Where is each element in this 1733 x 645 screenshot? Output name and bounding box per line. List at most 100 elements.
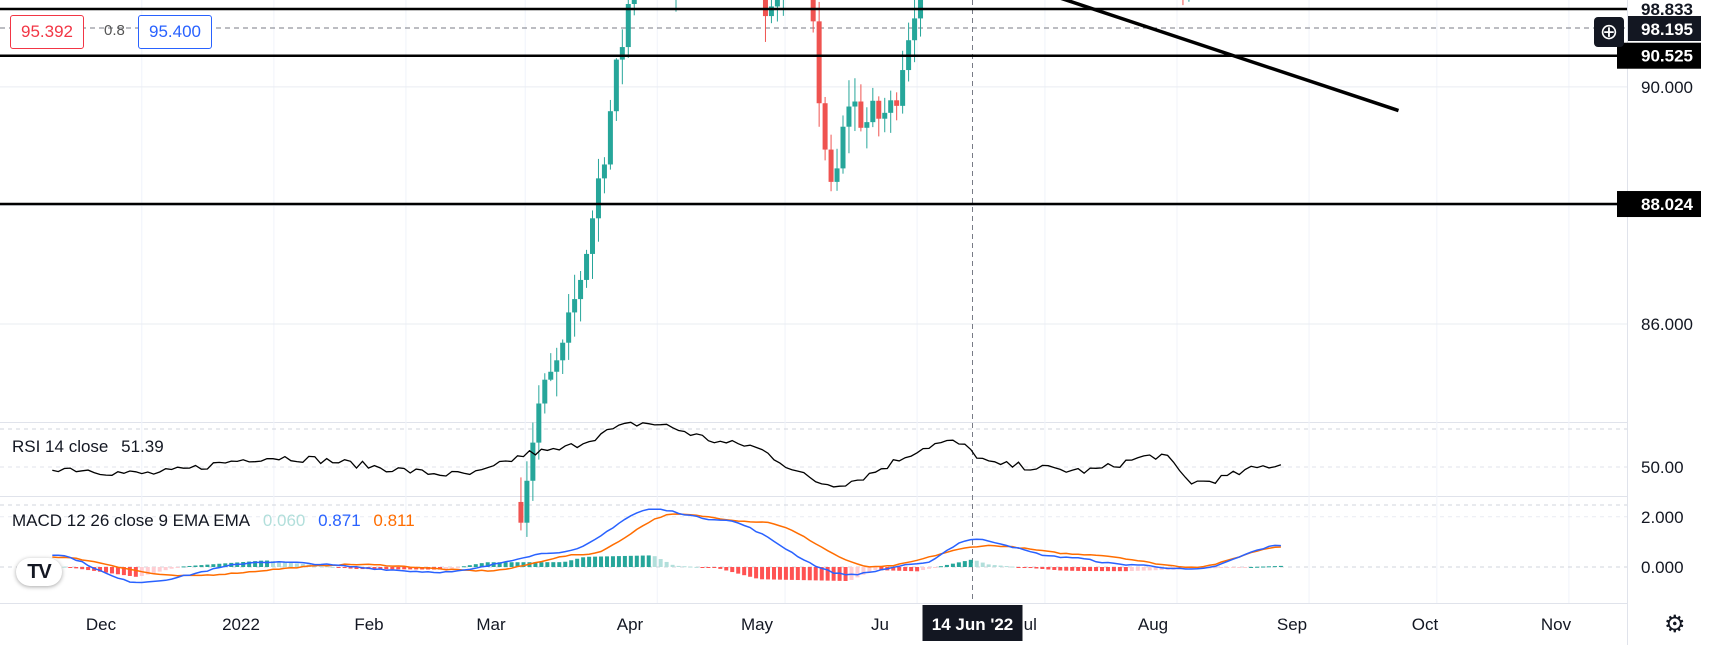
macd-line <box>52 508 1281 584</box>
macd-histogram-bar <box>819 567 824 581</box>
macd-histogram-bar <box>1225 567 1230 568</box>
macd-histogram-bar <box>1272 566 1277 568</box>
candle-body <box>894 100 900 106</box>
macd-histogram-bar <box>873 567 878 571</box>
candle-body <box>810 0 816 22</box>
macd-histogram-bar <box>1070 567 1075 571</box>
macd-histogram-bar <box>294 563 299 567</box>
level-price-tag <box>1617 42 1701 69</box>
macd-histogram-bar <box>730 567 735 573</box>
macd-histogram-bar <box>742 567 747 576</box>
macd-histogram-bar <box>974 560 979 567</box>
sell-price-button[interactable]: 95.392 <box>10 15 84 49</box>
macd-histogram-bar <box>467 565 472 567</box>
macd-histogram-bar <box>801 567 806 581</box>
price-axis-label: 86.000 <box>1641 315 1693 334</box>
macd-histogram-bar <box>575 558 580 567</box>
candle-body <box>625 4 631 48</box>
macd-histogram-bar <box>1255 566 1260 568</box>
macd-title[interactable]: MACD 12 26 close 9 EMA EMA <box>12 511 251 530</box>
macd-histogram-bar <box>1129 567 1134 571</box>
candle-body <box>870 100 876 123</box>
rsi-title[interactable]: RSI 14 close <box>12 437 109 456</box>
macd-histogram-bar <box>1022 567 1027 568</box>
candle-body <box>834 168 840 182</box>
macd-histogram-bar <box>789 567 794 580</box>
time-axis-label: Aug <box>1138 615 1168 634</box>
macd-histogram-bar <box>986 564 991 567</box>
gear-icon[interactable]: ⚙ <box>1664 611 1686 638</box>
candle <box>554 347 560 397</box>
candle <box>675 0 677 12</box>
macd-histogram-bar <box>157 567 162 572</box>
macd-histogram-bar <box>861 567 866 575</box>
candle <box>876 96 882 137</box>
crosshair-date-label: 14 Jun '22 <box>932 615 1014 634</box>
rsi-axis-label: 50.00 <box>1641 458 1684 477</box>
trend-channel-line[interactable] <box>917 0 1400 113</box>
macd-histogram-bar <box>1183 567 1188 570</box>
macd-histogram-bar <box>825 567 830 581</box>
macd-histogram-bar <box>956 562 961 567</box>
macd-histogram-bar <box>694 566 699 568</box>
candle <box>858 84 864 132</box>
macd-histogram-bar <box>921 567 926 571</box>
candle <box>882 97 888 133</box>
macd-histogram-bar <box>169 567 174 569</box>
macd-histogram-bar <box>1088 567 1093 572</box>
candle-body <box>560 342 566 361</box>
macd-histogram-bar <box>599 556 604 567</box>
macd-histogram-bar <box>545 562 550 567</box>
time-axis-label: Dec <box>86 615 117 634</box>
candle-body <box>828 149 834 182</box>
macd-histogram-bar <box>813 567 818 581</box>
macd-histogram-bar <box>300 563 305 567</box>
macd-histogram-bar <box>640 555 645 567</box>
macd-histogram-bar <box>760 567 765 580</box>
candle <box>601 157 607 194</box>
macd-histogram-bar <box>74 567 79 569</box>
macd-histogram-bar <box>706 567 711 568</box>
macd-histogram-bar <box>539 562 544 567</box>
macd-histogram-bar <box>479 563 484 567</box>
candle-body <box>566 312 572 343</box>
time-axis-label: Ju <box>871 615 889 634</box>
candle-body <box>554 360 560 372</box>
macd-histogram-bar <box>121 567 126 576</box>
buy-price-button[interactable]: 95.400 <box>138 15 212 49</box>
candle <box>822 96 828 161</box>
macd-histogram-bar <box>837 567 842 581</box>
macd-histogram-bar <box>903 567 908 571</box>
macd-histogram-bar <box>557 562 562 567</box>
macd-histogram-bar <box>223 563 228 567</box>
macd-histogram-bar <box>634 555 639 567</box>
macd-histogram-bar <box>342 567 347 569</box>
candle-body <box>607 111 613 165</box>
candle <box>548 353 554 382</box>
macd-histogram-bar <box>354 567 359 570</box>
macd-histogram-bar <box>1046 567 1051 570</box>
macd-histogram-bar <box>938 566 943 568</box>
tradingview-logo-icon[interactable]: TV <box>16 558 62 586</box>
macd-histogram-bar <box>688 566 693 568</box>
macd-histogram-bar <box>533 562 538 567</box>
candle <box>595 158 601 242</box>
price-axis-background <box>1628 0 1733 645</box>
macd-histogram-bar <box>1141 567 1146 571</box>
macd-histogram-bar <box>187 565 192 567</box>
macd-histogram-bar <box>712 567 717 568</box>
macd-histogram-bar <box>408 567 413 570</box>
macd-histogram-bar <box>211 564 216 567</box>
macd-histogram-bar <box>175 567 180 568</box>
macd-histogram-bar <box>205 564 210 567</box>
candle <box>518 477 524 531</box>
candle <box>774 0 780 22</box>
macd-histogram-bar <box>771 567 776 580</box>
candle-body <box>882 112 888 119</box>
macd-histogram-bar <box>1016 567 1021 568</box>
candle <box>631 0 637 16</box>
macd-histogram-bar <box>1064 567 1069 571</box>
macd-histogram-bar <box>766 567 771 580</box>
plus-circle-icon[interactable]: ⊕ <box>1594 17 1624 47</box>
